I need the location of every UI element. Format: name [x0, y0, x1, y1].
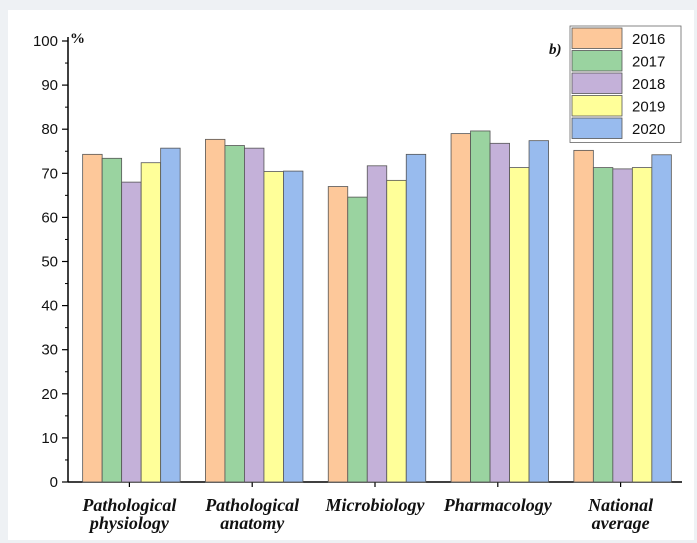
bar-2018-1 — [244, 147, 265, 483]
y-tick-label: 90 — [41, 77, 58, 94]
bar-2017-1 — [224, 145, 245, 483]
bar-2017-4 — [592, 167, 614, 483]
bar-2019-3 — [509, 167, 530, 483]
bar-2020-0 — [160, 147, 181, 483]
bar-2020-3 — [528, 140, 549, 483]
bar-2017-3 — [470, 130, 491, 483]
legend-label-2016: 2016 — [632, 31, 665, 48]
y-tick-label: 70 — [41, 165, 58, 182]
y-tick-label: 60 — [41, 209, 58, 226]
chart-frame: 0 10 20 30 40 50 60 70 80 90 100 Pathological physio… — [8, 10, 694, 540]
y-tick-label: 0 — [50, 474, 58, 491]
bar-2020-2 — [405, 153, 427, 483]
y-tick-label: 40 — [41, 298, 58, 315]
y-tick-label: 20 — [41, 386, 58, 403]
y-tick-label: 50 — [41, 254, 58, 271]
bar-2018-4 — [612, 168, 633, 483]
y-tick-label: 30 — [41, 342, 58, 359]
bar-2018-2 — [366, 165, 388, 483]
bars — [82, 130, 672, 483]
bar-2018-3 — [489, 142, 510, 483]
y-tick-label: 100 — [33, 33, 58, 50]
bar-2017-2 — [347, 196, 368, 483]
legend-swatch-2016 — [571, 27, 623, 49]
bar-2020-4 — [651, 154, 672, 483]
y-tick-label: 80 — [41, 121, 58, 138]
legend-label-2019: 2019 — [632, 99, 665, 116]
panel-label: b) — [549, 42, 562, 58]
legend-swatch-2017 — [571, 50, 623, 72]
bar-2016-4 — [573, 149, 594, 483]
bar-2016-3 — [450, 133, 471, 483]
legend-swatch-2018 — [571, 72, 623, 94]
bar-2019-1 — [263, 171, 284, 483]
x-category-label: National — [587, 495, 653, 515]
x-category-label: Pharmacology — [443, 495, 553, 515]
y-axis-unit-label: % — [70, 31, 85, 47]
bar-2016-1 — [205, 138, 226, 483]
x-category-label: anatomy — [220, 513, 285, 533]
legend-label-2020: 2020 — [632, 121, 665, 138]
bar-2016-2 — [327, 186, 349, 483]
x-category-label: Microbiology — [325, 495, 426, 515]
bar-chart: 0102030405060708090100Pathologicalphysio… — [33, 25, 682, 533]
legend-label-2017: 2017 — [632, 54, 665, 71]
legend-swatch-2019 — [571, 95, 623, 117]
bar-2019-0 — [140, 162, 162, 483]
tick-labels: 0102030405060708090100Pathologicalphysio… — [33, 33, 653, 533]
x-category-label: physiology — [88, 513, 170, 533]
legend-swatch-2020 — [571, 117, 623, 139]
y-tick-label: 10 — [41, 430, 58, 447]
bar-2020-1 — [283, 170, 304, 483]
legend-label-2018: 2018 — [632, 76, 665, 93]
x-category-label: Pathological — [81, 495, 176, 515]
legend: 2016 2017 2018 2019 2020 — [569, 25, 682, 143]
bar-2016-0 — [82, 153, 103, 483]
bar-2019-2 — [386, 179, 407, 483]
x-category-label: Pathological — [204, 495, 299, 515]
bar-2018-0 — [121, 181, 142, 483]
bar-2019-4 — [631, 167, 653, 483]
x-category-label: average — [592, 513, 650, 533]
bar-2017-0 — [101, 157, 123, 483]
